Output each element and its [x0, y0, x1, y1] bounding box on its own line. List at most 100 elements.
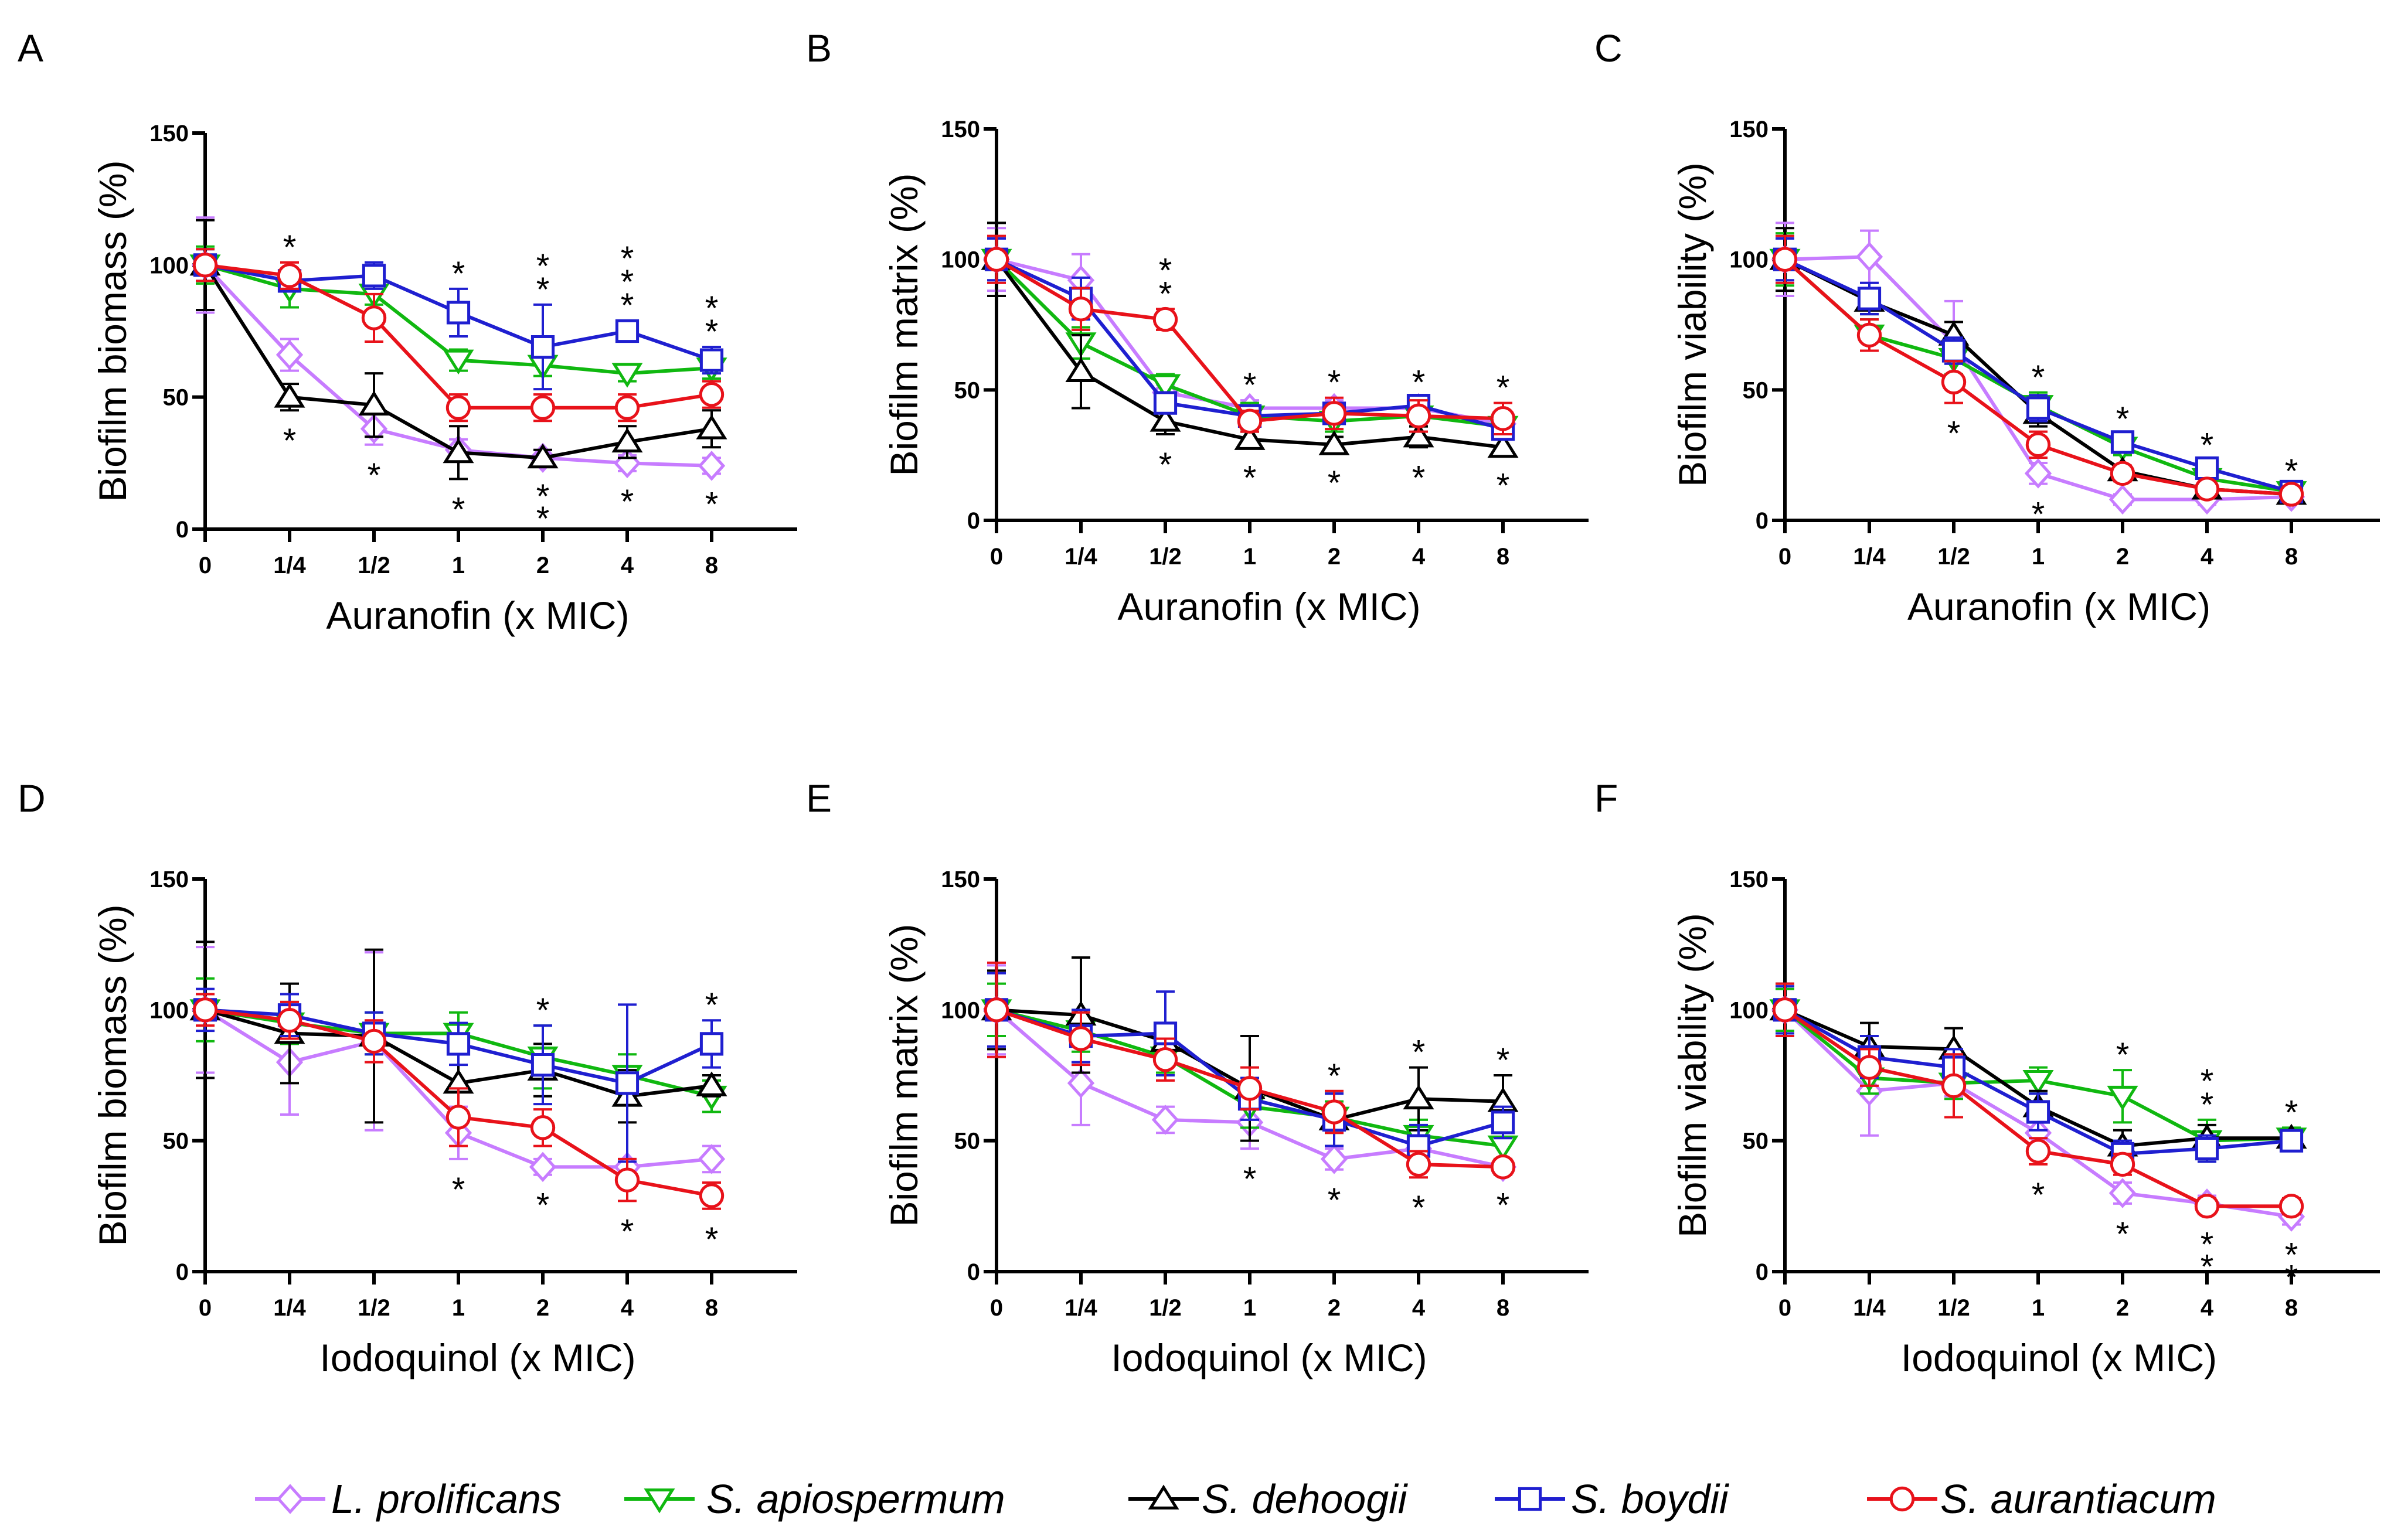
- significance-star: *: [1328, 364, 1341, 402]
- x-tick-label: 1/2: [358, 1295, 390, 1321]
- data-point: [699, 1032, 724, 1056]
- x-tick-label: 1/4: [273, 553, 306, 578]
- x-tick-label: 1/4: [273, 1295, 306, 1321]
- legend-item: S. boydii: [1495, 1476, 1730, 1522]
- y-tick-label: 100: [941, 997, 980, 1023]
- significance-star: *: [621, 483, 634, 521]
- data-point: [1772, 997, 1798, 1023]
- significance-star: *: [621, 240, 634, 278]
- significance-star: *: [2285, 1236, 2298, 1275]
- data-point: [446, 1032, 471, 1056]
- significance-star: *: [1328, 464, 1341, 502]
- panel-label: D: [18, 776, 46, 820]
- x-tick-label: 4: [621, 553, 634, 578]
- legend-label: S. dehoogii: [1202, 1476, 1409, 1522]
- data-point: [2195, 1136, 2219, 1161]
- data-point: [611, 363, 643, 388]
- data-point: [530, 395, 556, 420]
- data-point: [1068, 1026, 1094, 1051]
- data-point: [529, 1151, 557, 1183]
- y-tick-label: 50: [954, 1129, 981, 1154]
- x-tick-label: 1/4: [1065, 544, 1097, 570]
- significance-star: *: [452, 1171, 465, 1209]
- data-point: [276, 339, 304, 370]
- y-tick-label: 100: [149, 253, 189, 278]
- data-point: [530, 1115, 556, 1140]
- data-point: [699, 382, 725, 407]
- data-point: [2026, 1100, 2050, 1124]
- data-point: [1487, 432, 1519, 458]
- data-point: [2194, 1194, 2220, 1219]
- chart-panel-A: A 0 50 100 150 0 1/4 1/2 1 2 4 8 Auranofin (x MIC) Bi…: [18, 26, 797, 637]
- significance-star: *: [536, 247, 550, 285]
- significance-star: *: [1412, 459, 1426, 497]
- data-point: [2107, 1085, 2138, 1111]
- data-point: [699, 1183, 725, 1208]
- x-tick-label: 0: [1778, 1295, 1791, 1321]
- legend-item: S. apiospermum: [624, 1476, 1005, 1522]
- x-tick-label: 2: [536, 1295, 549, 1321]
- y-tick-label: 150: [941, 117, 980, 142]
- significance-star: *: [536, 271, 550, 309]
- x-tick-label: 0: [199, 1295, 212, 1321]
- y-tick-label: 0: [1756, 508, 1769, 534]
- significance-star: *: [536, 1187, 550, 1225]
- data-point: [2279, 1129, 2304, 1153]
- x-tick-label: 1/2: [1149, 1295, 1182, 1321]
- chart-panel-D: D 0 50 100 150 0 1/4 1/2 1 2 4 8 Iodoquinol (x MIC) B…: [18, 776, 797, 1379]
- x-axis-title: Auranofin (x MIC): [1117, 585, 1420, 628]
- y-axis-title: Biofilm biomass (%): [91, 160, 134, 502]
- x-tick-label: 4: [1412, 544, 1426, 570]
- significance-star: *: [2116, 1036, 2130, 1074]
- x-tick-label: 1: [2032, 1295, 2045, 1321]
- x-tick-label: 2: [1328, 1295, 1341, 1321]
- significance-star: *: [452, 255, 465, 293]
- series-s-aurantiacum: [1772, 982, 2304, 1219]
- series-s-aurantiacum: [984, 961, 1516, 1180]
- significance-star: *: [621, 263, 634, 301]
- significance-star: *: [705, 1221, 719, 1259]
- x-tick-label: 1/2: [1149, 544, 1182, 570]
- data-point: [614, 1167, 640, 1193]
- y-tick-label: 100: [1729, 247, 1769, 273]
- significance-star: *: [2285, 1259, 2298, 1297]
- x-tick-label: 1/4: [1853, 544, 1886, 570]
- significance-star: *: [2032, 1176, 2045, 1214]
- data-point: [698, 1144, 726, 1174]
- significance-star: *: [536, 478, 550, 516]
- data-point: [361, 1028, 387, 1054]
- panel-label: F: [1594, 776, 1618, 820]
- data-point: [2278, 1194, 2304, 1219]
- x-tick-label: 1: [1243, 1295, 1256, 1321]
- y-tick-label: 0: [1756, 1259, 1769, 1285]
- y-tick-label: 100: [149, 997, 189, 1023]
- data-point: [698, 451, 726, 481]
- x-tick-label: 2: [2116, 544, 2129, 570]
- legend-label: S. apiospermum: [706, 1476, 1005, 1522]
- y-axis-title: Biofilm viability (%): [1671, 162, 1714, 487]
- data-point: [1403, 422, 1434, 448]
- x-tick-label: 4: [2201, 544, 2214, 570]
- y-tick-label: 100: [1729, 997, 1769, 1023]
- significance-star: *: [2201, 1226, 2214, 1264]
- data-point: [1153, 391, 1178, 415]
- data-point: [1151, 1105, 1179, 1135]
- significance-star: *: [621, 287, 634, 325]
- legend-marker: [276, 1484, 304, 1514]
- significance-star: *: [621, 1212, 634, 1251]
- data-point: [2022, 1070, 2054, 1095]
- legend-label: S. boydii: [1571, 1476, 1730, 1522]
- series-s-aurantiacum: [984, 234, 1516, 436]
- panel-label: C: [1594, 26, 1623, 70]
- data-point: [2110, 461, 2135, 486]
- x-tick-label: 8: [1497, 544, 1509, 570]
- significance-star: *: [1328, 1181, 1341, 1219]
- data-point: [1237, 1076, 1263, 1101]
- y-tick-label: 150: [941, 867, 980, 892]
- data-point: [362, 264, 386, 288]
- x-axis-title: Iodoquinol (x MIC): [319, 1336, 635, 1379]
- significance-star: *: [1412, 1034, 1426, 1072]
- data-point: [1855, 241, 1883, 272]
- significance-star: *: [452, 490, 465, 529]
- x-tick-label: 0: [1778, 544, 1791, 570]
